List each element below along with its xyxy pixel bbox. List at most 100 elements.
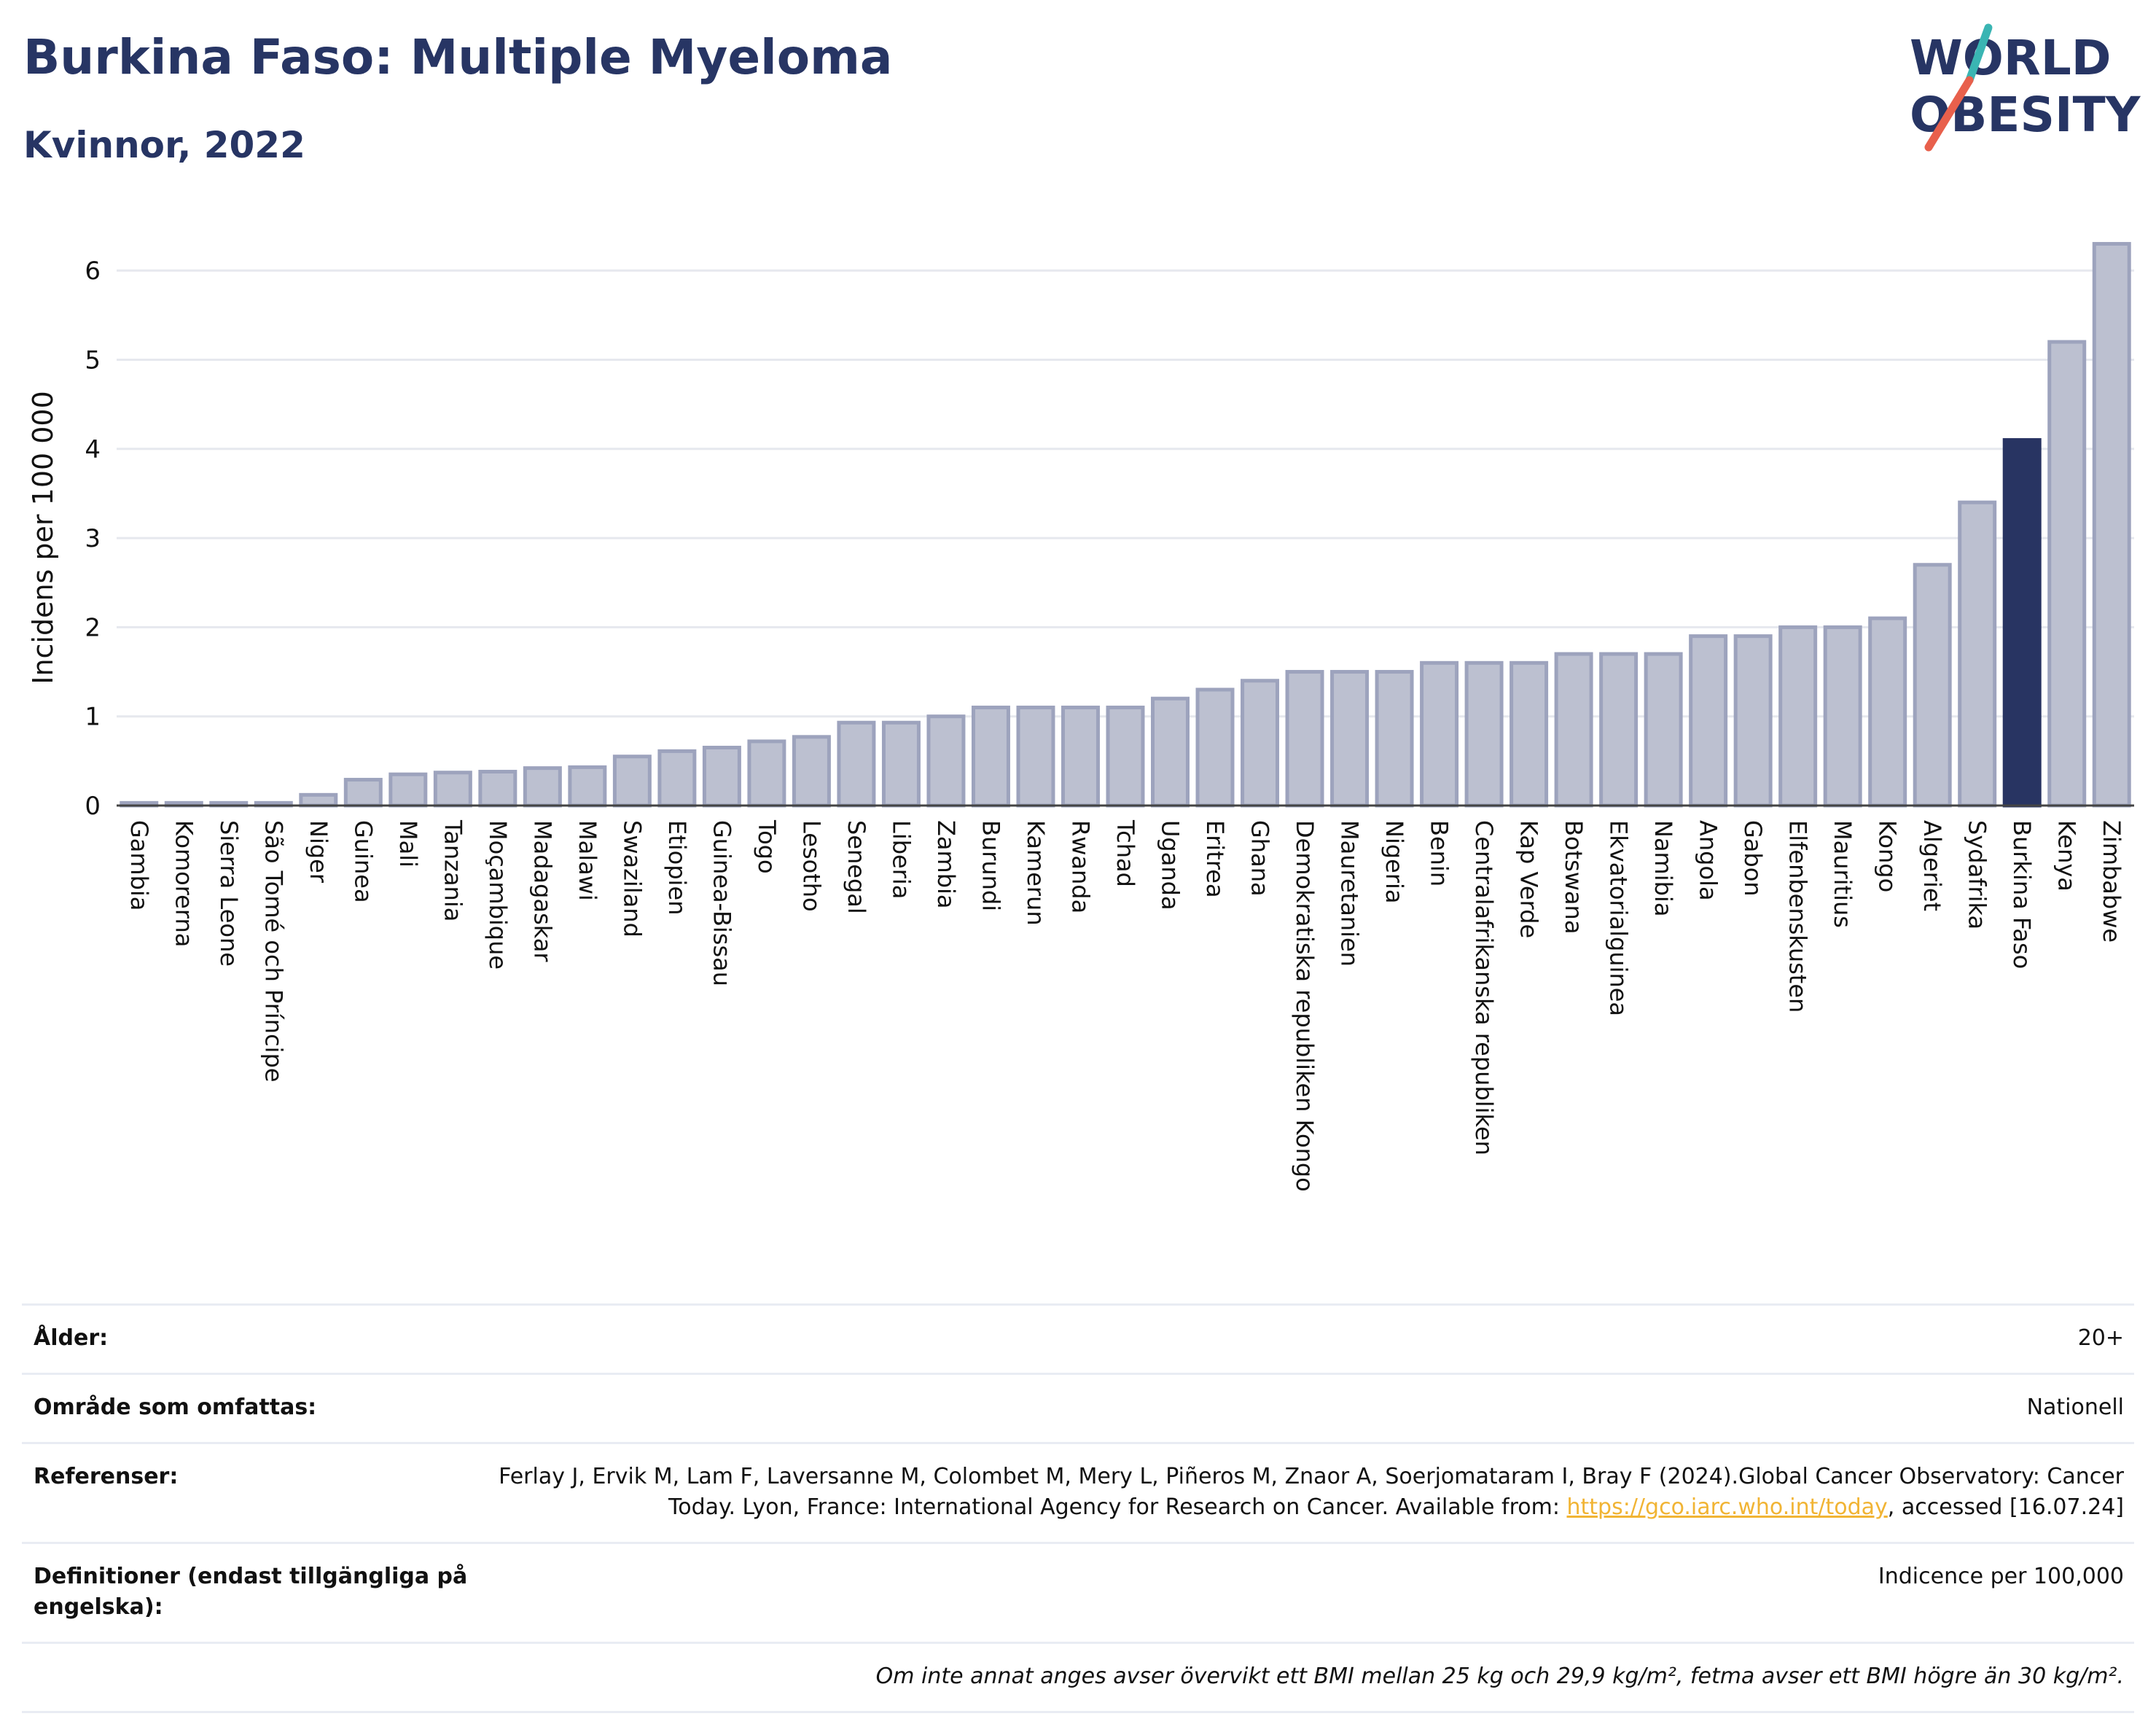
x-tick-label: Kenya xyxy=(2053,820,2081,892)
bar xyxy=(1375,670,1414,808)
x-tick-label: Mauritius xyxy=(1829,820,1856,928)
bar xyxy=(1554,652,1593,808)
x-tick-label: Benin xyxy=(1426,820,1453,886)
y-tick-label: 3 xyxy=(85,524,101,553)
x-tick-label: São Tomé och Príncipe xyxy=(259,820,287,1083)
info-row-area: Område som omfattas: Nationell xyxy=(22,1373,2134,1442)
bar xyxy=(1913,563,1952,808)
x-tick-label: Malawi xyxy=(574,820,601,901)
y-tick-label: 5 xyxy=(85,346,101,375)
x-tick-label: Tchad xyxy=(1112,819,1139,887)
bar xyxy=(1061,705,1100,808)
bar xyxy=(1016,705,1055,808)
x-tick-label: Zimbabwe xyxy=(2098,820,2125,943)
x-axis-labels: Gambia Komorerna Sierra Leone São Tomé och … xyxy=(125,819,2125,1192)
bar xyxy=(523,766,562,808)
bar xyxy=(1958,500,1997,808)
x-tick-label: Ghana xyxy=(1246,820,1274,897)
bar xyxy=(478,770,517,808)
bar xyxy=(971,705,1010,808)
x-tick-label: Kongo xyxy=(1874,820,1902,892)
info-row-definitions: Definitioner (endast tillgängliga på eng… xyxy=(22,1542,2134,1642)
x-tick-label: Rwanda xyxy=(1066,820,1094,913)
x-tick-label: Uganda xyxy=(1157,820,1184,911)
bar xyxy=(388,772,428,808)
bar xyxy=(1464,660,1504,808)
y-tick-label: 4 xyxy=(85,435,101,464)
info-row-note: Om inte annat anges avser övervikt ett B… xyxy=(22,1642,2134,1713)
references-accessed: , accessed [16.07.24] xyxy=(1887,1494,2124,1520)
bar xyxy=(926,714,966,808)
references-link[interactable]: https://gco.iarc.who.int/today xyxy=(1566,1494,1888,1520)
bar xyxy=(1868,616,1907,808)
bar xyxy=(1823,625,1862,808)
logo-word-world: WORLD xyxy=(1910,30,2112,86)
x-tick-label: Kap Verde xyxy=(1515,820,1543,938)
bar xyxy=(1330,670,1370,808)
world-obesity-logo: WORLD OBESITY xyxy=(1910,23,2141,152)
bar xyxy=(1599,652,1639,808)
bar xyxy=(1733,634,1773,808)
x-tick-label: Nigeria xyxy=(1380,820,1408,903)
bar xyxy=(747,739,786,808)
bar xyxy=(881,720,921,808)
x-tick-label: Madagaskar xyxy=(528,820,556,962)
x-tick-label: Gambia xyxy=(125,820,153,911)
x-tick-label: Lesotho xyxy=(797,820,825,912)
bars xyxy=(120,241,2131,808)
bar xyxy=(1195,687,1235,808)
x-tick-label: Demokratiska republiken Kongo xyxy=(1291,820,1319,1192)
x-tick-label: Kamerun xyxy=(1022,820,1050,926)
x-tick-label: Namibia xyxy=(1649,820,1677,916)
x-tick-label: Burkina Faso xyxy=(2008,820,2036,969)
bar xyxy=(1285,670,1324,808)
x-tick-label: Moçambique xyxy=(484,820,512,970)
bar xyxy=(1644,652,1683,808)
bar xyxy=(1689,634,1728,808)
y-axis-ticks: 0 1 2 3 4 5 6 xyxy=(85,257,101,821)
x-tick-label: Sydafrika xyxy=(1964,820,1991,929)
bar-chart: 0 1 2 3 4 5 6 Gambia Komorerna Sierra Leone São T… xyxy=(27,241,2134,1192)
bar xyxy=(343,778,383,808)
references-value: Ferlay J, Ervik M, Lam F, Laversanne M, … xyxy=(485,1462,2124,1523)
bar xyxy=(1778,625,1818,808)
y-tick-label: 6 xyxy=(85,257,101,286)
x-tick-label: Guinea xyxy=(349,820,377,903)
info-row-age: Ålder: 20+ xyxy=(22,1303,2134,1373)
area-value: Nationell xyxy=(2026,1395,2124,1420)
chart-subtitle: Kvinnor, 2022 xyxy=(23,124,305,166)
bar xyxy=(1106,705,1145,808)
x-tick-label: Niger xyxy=(305,820,332,884)
definitions-label: Definitioner (endast tillgängliga på eng… xyxy=(34,1564,468,1620)
x-tick-label: Mali xyxy=(394,820,422,868)
y-axis-title: Incidens per 100 000 xyxy=(27,391,59,685)
logo-slash-red xyxy=(1924,76,1974,152)
chart-title: Burkina Faso: Multiple Myeloma xyxy=(23,29,893,85)
info-row-references: Referenser: Ferlay J, Ervik M, Lam F, La… xyxy=(22,1442,2134,1542)
y-tick-label: 0 xyxy=(85,792,101,821)
x-tick-label: Senegal xyxy=(843,820,870,914)
x-tick-label: Gabon xyxy=(1739,820,1767,897)
bar xyxy=(1241,679,1280,808)
x-tick-label: Angola xyxy=(1695,820,1722,901)
logo-slash-teal xyxy=(1965,23,1993,85)
bar xyxy=(657,749,697,808)
references-label: Referenser: xyxy=(34,1464,179,1489)
x-tick-label: Eritrea xyxy=(1201,820,1229,898)
bar-highlighted xyxy=(2002,438,2042,808)
x-tick-label: Swaziland xyxy=(618,820,646,937)
age-value: 20+ xyxy=(2077,1325,2124,1351)
bmi-note: Om inte annat anges avser övervikt ett B… xyxy=(875,1664,2124,1689)
x-tick-label: Ekvatorialguinea xyxy=(1605,820,1633,1016)
x-tick-label: Botswana xyxy=(1560,820,1587,934)
bar xyxy=(612,755,652,808)
x-tick-label: Etiopien xyxy=(663,820,691,915)
y-tick-label: 2 xyxy=(85,613,101,642)
x-tick-label: Togo xyxy=(753,819,781,874)
x-tick-label: Zambia xyxy=(932,820,960,909)
info-table: Ålder: 20+ Område som omfattas: Nationel… xyxy=(22,1303,2134,1713)
definitions-value: Indicence per 100,000 xyxy=(1878,1564,2124,1589)
x-tick-label: Elfenbenskusten xyxy=(1784,820,1812,1013)
bar xyxy=(1509,660,1549,808)
x-tick-label: Burundi xyxy=(977,820,1004,911)
